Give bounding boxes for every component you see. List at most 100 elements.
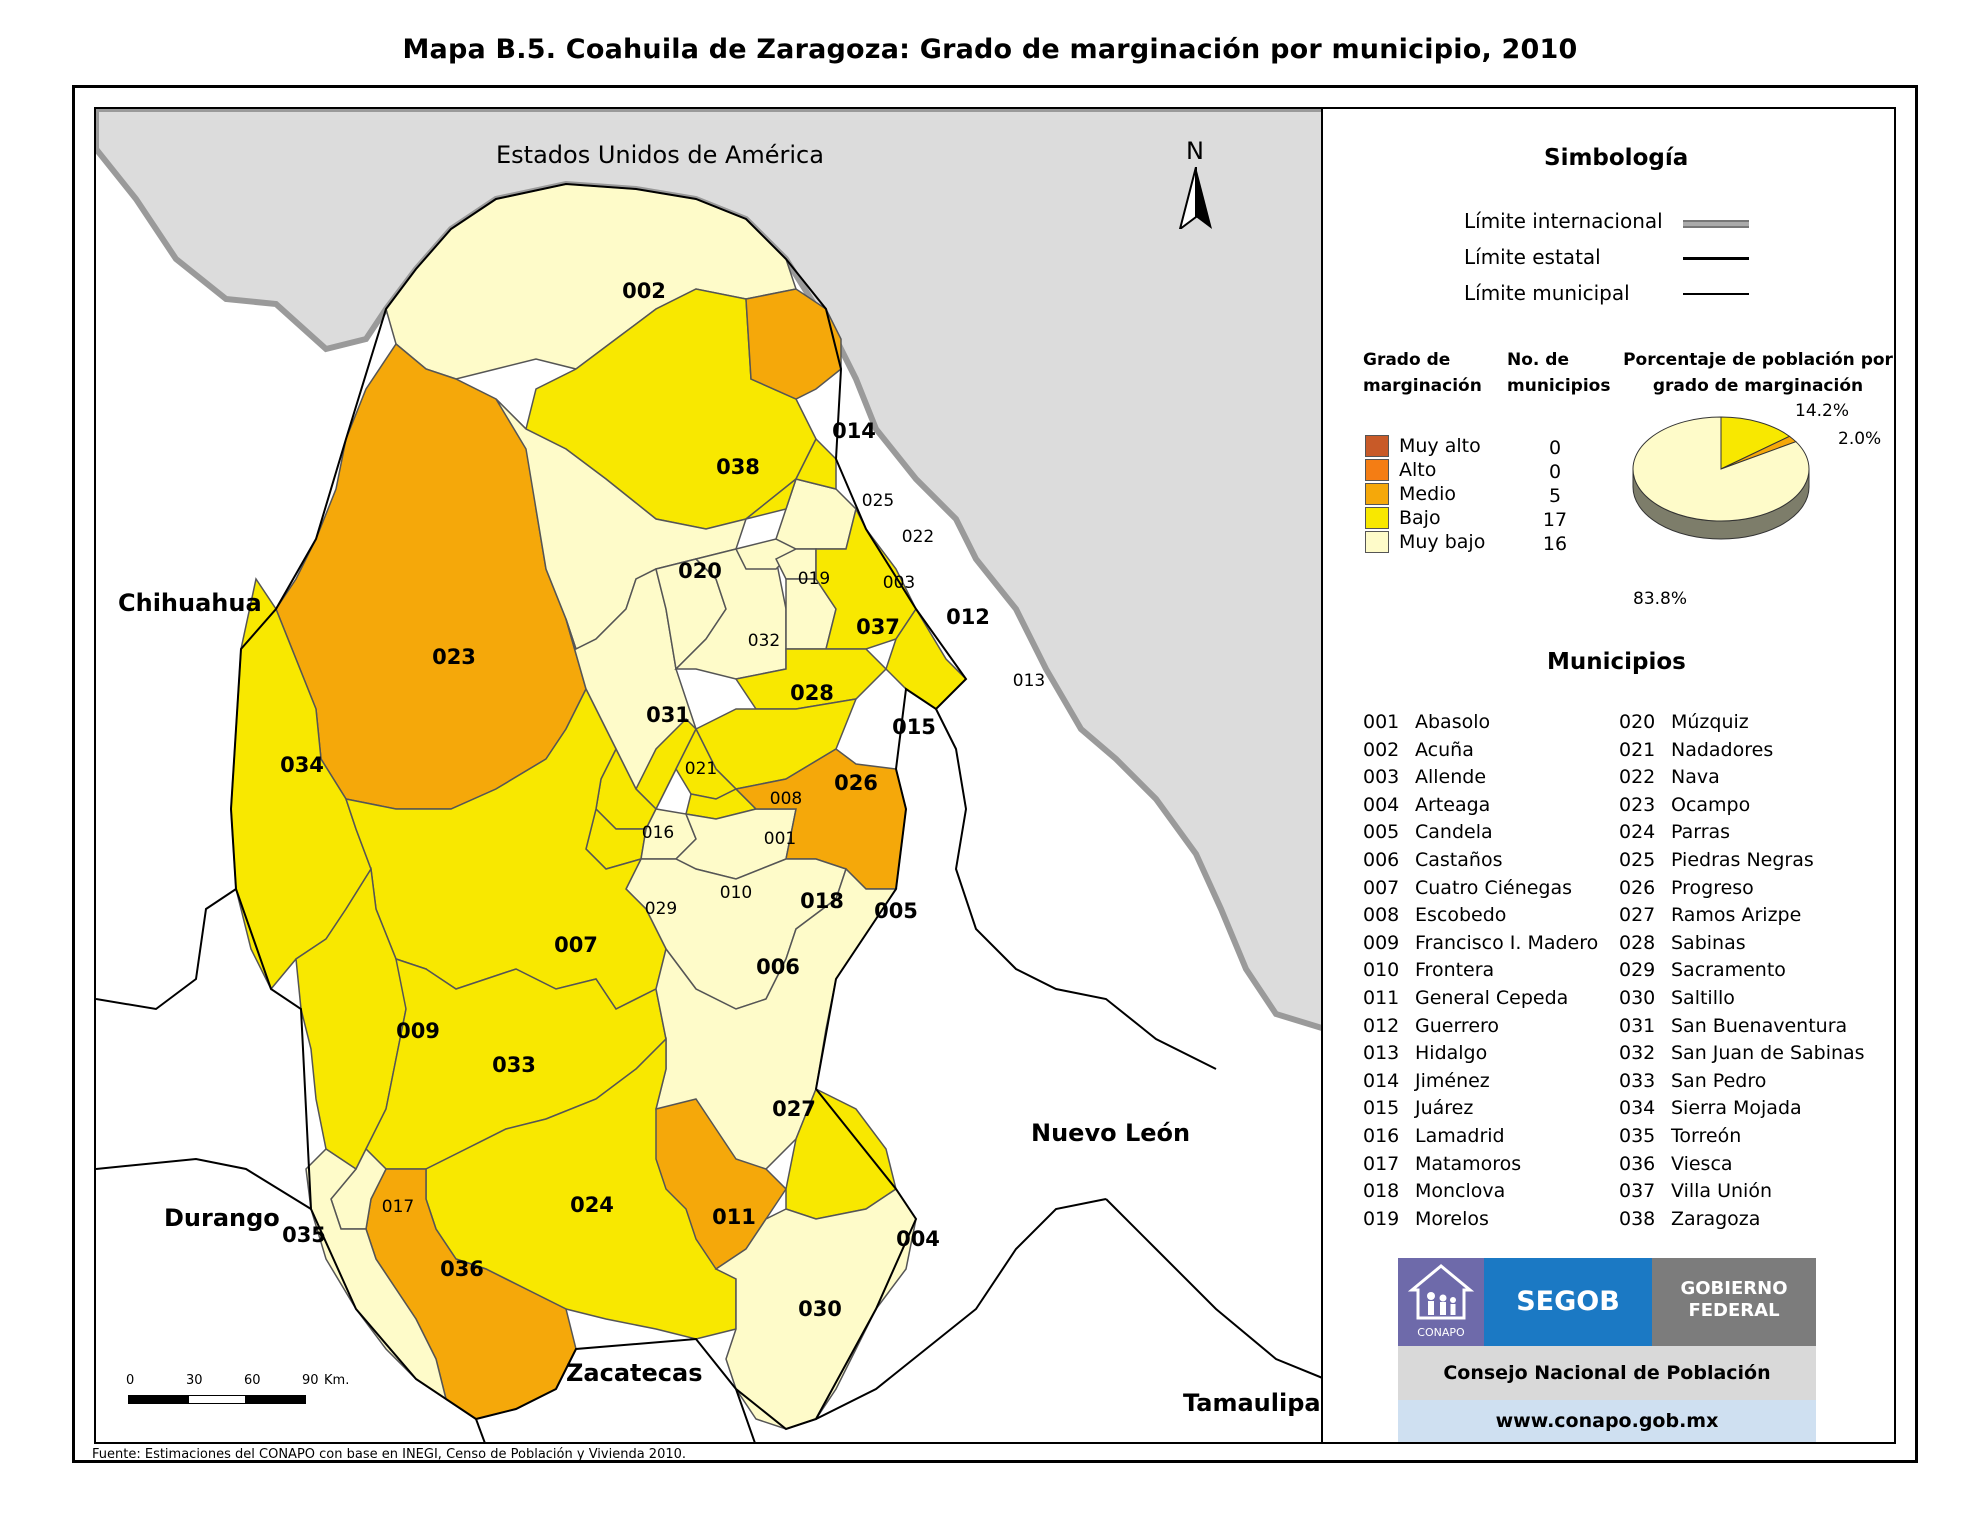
municipio-name: Juárez xyxy=(1415,1097,1474,1120)
municipio-list-item: 009 Francisco I. Madero xyxy=(1363,930,1598,958)
muni-label-008: 008 xyxy=(769,789,803,809)
municipio-name: Morelos xyxy=(1415,1207,1489,1230)
map-svg xyxy=(96,109,1321,1442)
municipio-list-item: 030 Saltillo xyxy=(1619,985,1865,1013)
municipio-code: 032 xyxy=(1619,1042,1656,1065)
municipio-list-item: 034 Sierra Mojada xyxy=(1619,1095,1865,1123)
municipios-title: Municipios xyxy=(1547,649,1686,675)
muni-label-007: 007 xyxy=(554,933,598,957)
municipio-list-item: 026 Progreso xyxy=(1619,875,1865,903)
muni-label-020: 020 xyxy=(678,559,722,583)
legend-title: Simbología xyxy=(1544,145,1689,171)
municipio-name: Villa Unión xyxy=(1671,1180,1772,1203)
municipio-name: San Buenaventura xyxy=(1671,1014,1848,1037)
municipio-name: Progreso xyxy=(1671,876,1754,899)
segob-logo: SEGOB xyxy=(1484,1258,1652,1346)
municipio-name: Piedras Negras xyxy=(1671,848,1814,871)
municipio-025 xyxy=(745,437,837,520)
swatch-muy-alto xyxy=(1365,435,1389,457)
municipio-list-item: 021 Nadadores xyxy=(1619,737,1865,765)
municipio-list-item: 020 Múzquiz xyxy=(1619,709,1865,737)
muni-label-018: 018 xyxy=(800,889,844,913)
state-boundary xyxy=(229,182,968,1431)
muni-label-028: 028 xyxy=(790,681,834,705)
municipio-list-item: 016 Lamadrid xyxy=(1363,1123,1598,1151)
muni-label-016: 016 xyxy=(641,823,675,843)
muni-label-005: 005 xyxy=(874,899,918,923)
municipio-name: Francisco I. Madero xyxy=(1415,931,1599,954)
count-bajo: 17 xyxy=(1542,509,1568,531)
label-tamaulipas: Tamaulipas xyxy=(1183,1389,1323,1417)
pie-chart xyxy=(1632,416,1810,540)
municipio-name: Abasolo xyxy=(1415,711,1491,733)
municipio-list-item: 038 Zaragoza xyxy=(1619,1206,1865,1234)
municipio-code: 024 xyxy=(1619,821,1656,844)
legend-line-municipal: Límite municipal xyxy=(1464,281,1630,305)
municipio-code: 004 xyxy=(1363,793,1400,816)
muni-label-022: 022 xyxy=(901,527,935,547)
municipio-name: Castaños xyxy=(1415,848,1503,871)
municipio-name: Sabinas xyxy=(1671,931,1746,954)
municipio-name: Zaragoza xyxy=(1671,1207,1761,1230)
municipio-name: Saltillo xyxy=(1671,986,1735,1009)
level-muy-bajo: Muy bajo xyxy=(1399,531,1486,553)
municipio-list-item: 032 San Juan de Sabinas xyxy=(1619,1040,1865,1068)
municipio-code: 022 xyxy=(1619,766,1656,789)
label-zacatecas: Zacatecas xyxy=(566,1359,703,1387)
municipio-name: Ramos Arizpe xyxy=(1671,904,1802,927)
north-arrow: N xyxy=(1176,137,1216,229)
line-internacional-icon xyxy=(1683,220,1749,228)
municipio-list-item: 037 Villa Unión xyxy=(1619,1178,1865,1206)
col-grado-head: Grado de marginación xyxy=(1363,350,1482,396)
municipio-name: Nadadores xyxy=(1671,738,1774,761)
municipio-list-item: 018 Monclova xyxy=(1363,1178,1598,1206)
municipio-name: Allende xyxy=(1415,766,1487,789)
municipio-code: 035 xyxy=(1619,1124,1656,1147)
municipio-code: 006 xyxy=(1363,848,1400,871)
municipio-code: 027 xyxy=(1619,904,1656,927)
municipio-list-item: 006 Castaños xyxy=(1363,847,1598,875)
municipio-name: General Cepeda xyxy=(1415,986,1569,1009)
municipio-list-item: 008 Escobedo xyxy=(1363,902,1598,930)
website-link[interactable]: www.conapo.gob.mx xyxy=(1398,1400,1816,1442)
municipio-name: Escobedo xyxy=(1415,904,1507,927)
municipio-name: Candela xyxy=(1415,821,1493,844)
muni-label-011: 011 xyxy=(712,1205,756,1229)
municipio-name: Arteaga xyxy=(1415,793,1491,816)
conapo-logo: CONAPO xyxy=(1398,1258,1484,1346)
source-note: Fuente: Estimaciones del CONAPO con base… xyxy=(92,1447,687,1462)
municipios-list-col1: 001 Abasolo 002 Acuña 003 Allende 004 Arteaga 00… xyxy=(1363,709,1598,1233)
pct-medio: 2.0% xyxy=(1838,429,1882,449)
municipio-code: 036 xyxy=(1619,1152,1656,1175)
municipio-name: Sacramento xyxy=(1671,959,1786,982)
level-alto: Alto xyxy=(1399,459,1437,481)
gobierno-federal-text: Gobierno Federal xyxy=(1680,1278,1788,1321)
muni-label-030: 030 xyxy=(798,1297,842,1321)
map-panel: Estados Unidos de América N Chihuahua Du… xyxy=(94,107,1323,1444)
municipio-code: 029 xyxy=(1619,959,1656,982)
municipio-list-item: 014 Jiménez xyxy=(1363,1068,1598,1096)
municipio-list-item: 028 Sabinas xyxy=(1619,930,1865,958)
municipio-list-item: 002 Acuña xyxy=(1363,737,1598,765)
neighbor-borders xyxy=(96,708,1321,1442)
muni-label-006: 006 xyxy=(756,955,800,979)
muni-label-013: 013 xyxy=(1012,671,1046,691)
municipio-name: Frontera xyxy=(1415,959,1495,982)
municipio-035 xyxy=(305,1148,448,1401)
line-municipal-icon xyxy=(1683,293,1749,295)
col-num-head: No. de municipios xyxy=(1507,350,1611,396)
north-arrow-icon xyxy=(1178,167,1212,229)
municipio-list-item: 010 Frontera xyxy=(1363,957,1598,985)
municipio-code: 025 xyxy=(1619,848,1656,871)
line-estatal-icon xyxy=(1683,257,1749,260)
muni-label-019: 019 xyxy=(797,569,831,589)
municipio-code: 033 xyxy=(1619,1069,1656,1092)
swatch-medio xyxy=(1365,483,1389,505)
swatch-alto xyxy=(1365,459,1389,481)
municipio-code: 013 xyxy=(1363,1042,1400,1065)
municipio-list-item: 015 Juárez xyxy=(1363,1095,1598,1123)
municipios-list-col2: 020 Múzquiz 021 Nadadores 022 Nava 023 Ocampo 02… xyxy=(1619,709,1865,1233)
municipio-list-item: 017 Matamoros xyxy=(1363,1151,1598,1179)
level-bajo: Bajo xyxy=(1399,507,1441,529)
municipio-name: Jiménez xyxy=(1415,1069,1490,1092)
